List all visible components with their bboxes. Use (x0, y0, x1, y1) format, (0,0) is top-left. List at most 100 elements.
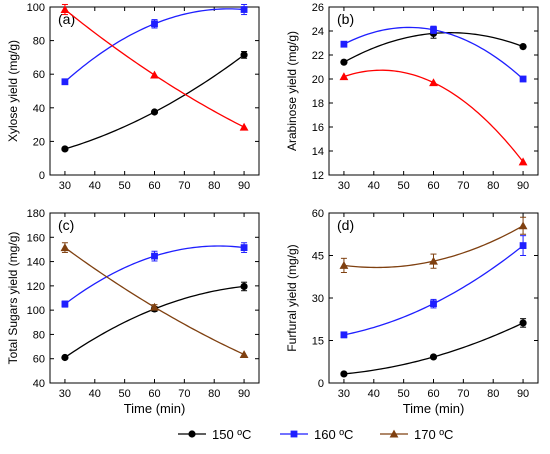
series-circle (340, 318, 527, 378)
y-tick-label: 18 (312, 98, 324, 110)
y-tick-label: 80 (33, 36, 45, 48)
y-tick-label: 16 (312, 122, 324, 134)
series-triangle (339, 69, 528, 166)
legend-marker (389, 429, 399, 438)
y-tick-label: 24 (312, 26, 324, 38)
x-tick-label: 80 (208, 388, 220, 400)
x-tick-label: 90 (238, 180, 250, 192)
x-tick-label: 30 (59, 388, 71, 400)
series-triangle (60, 3, 249, 131)
legend-item: 160 ºC (280, 427, 353, 442)
y-tick-label: 15 (312, 336, 324, 348)
y-tick-label: 45 (312, 251, 324, 263)
data-point (240, 244, 248, 252)
data-point (150, 70, 159, 79)
panel-label: (c) (58, 217, 74, 233)
chart-panel-4: 30 40 50 60 70 80 90 0 15 30 45 60 (d) Furfural yield… (285, 208, 539, 416)
series-line (64, 247, 245, 356)
y-axis-label: Arabinose yield (mg/g) (285, 31, 299, 151)
chart-panel-2: 30 40 50 60 70 80 90 12 14 16 18 20 22 24 26 (b) Arabino… (285, 2, 539, 192)
data-point (150, 108, 159, 116)
series-triangle (60, 242, 249, 358)
x-tick-label: 40 (89, 180, 101, 192)
x-tick-label: 80 (487, 180, 499, 192)
x-tick-label: 50 (119, 388, 131, 400)
x-tick-label: 50 (119, 180, 131, 192)
plot-frame (49, 6, 260, 176)
data-point (519, 75, 527, 83)
series-triangle (339, 216, 528, 273)
data-point (340, 58, 348, 66)
x-tick-label: 40 (89, 388, 101, 400)
y-tick-label: 14 (312, 146, 324, 158)
y-tick-label: 100 (27, 305, 45, 317)
data-point (430, 300, 437, 308)
legend: 150 ºC 160 ºC 170 ºC (178, 427, 453, 442)
x-tick-label: 70 (457, 388, 469, 400)
data-point (151, 20, 158, 28)
y-tick-label: 40 (33, 378, 45, 390)
series-square (340, 25, 527, 83)
data-point (430, 26, 437, 34)
x-tick-label: 50 (398, 180, 410, 192)
y-axis-label: Xylose yield (mg/g) (6, 40, 20, 142)
x-tick-label: 80 (487, 388, 499, 400)
data-point (61, 145, 69, 153)
x-tick-label: 60 (148, 388, 160, 400)
chart-panel-1: 30 40 50 60 70 80 90 0 20 40 60 80 100 (a) Xylose yiel… (6, 2, 260, 192)
series-circle (61, 281, 248, 362)
y-tick-label: 30 (312, 293, 324, 305)
panel-label: (b) (337, 11, 354, 27)
data-point (61, 78, 69, 86)
x-tick-label: 40 (368, 180, 380, 192)
legend-marker (290, 430, 298, 438)
y-tick-label: 160 (27, 232, 45, 244)
data-point (239, 122, 249, 131)
data-point (518, 157, 528, 166)
y-tick-label: 20 (33, 136, 45, 148)
y-tick-label: 20 (312, 74, 324, 86)
x-axis-label: Time (min) (403, 401, 465, 416)
x-tick-label: 70 (457, 180, 469, 192)
series-square (340, 235, 527, 339)
x-tick-label: 30 (59, 180, 71, 192)
y-tick-label: 22 (312, 50, 324, 62)
x-tick-label: 70 (178, 180, 190, 192)
legend-label: 150 ºC (212, 427, 251, 442)
x-tick-label: 70 (178, 388, 190, 400)
legend-marker (188, 430, 196, 438)
y-tick-label: 60 (312, 208, 324, 220)
x-tick-label: 40 (368, 388, 380, 400)
x-tick-label: 90 (517, 388, 529, 400)
data-point (340, 40, 348, 48)
y-tick-label: 26 (312, 2, 324, 14)
y-tick-label: 100 (27, 2, 45, 14)
y-tick-label: 0 (39, 170, 45, 182)
x-tick-label: 80 (208, 180, 220, 192)
x-tick-label: 60 (427, 180, 439, 192)
y-tick-label: 120 (27, 281, 45, 293)
x-tick-label: 90 (238, 388, 250, 400)
data-point (60, 5, 70, 14)
x-tick-label: 30 (338, 388, 350, 400)
legend-label: 160 ºC (314, 427, 353, 442)
data-point (429, 353, 438, 361)
data-point (518, 221, 528, 230)
y-axis-label: Total Sugars yield (mg/g) (6, 232, 20, 365)
data-point (240, 282, 248, 291)
series-line (64, 285, 245, 359)
y-tick-label: 180 (27, 208, 45, 220)
y-tick-label: 80 (33, 329, 45, 341)
series-square (61, 3, 248, 86)
data-point (150, 302, 159, 311)
series-square (61, 242, 248, 308)
data-point (339, 72, 349, 81)
x-axis-label: Time (min) (124, 401, 186, 416)
chart-panel-3: 30 40 50 60 70 80 90 40 60 80 100 120 140 160 180 (c) To… (6, 208, 260, 416)
series-line (64, 54, 245, 150)
data-point (519, 319, 527, 327)
x-tick-label: 60 (148, 180, 160, 192)
legend-label: 170 ºC (414, 427, 453, 442)
series-circle (61, 51, 248, 153)
